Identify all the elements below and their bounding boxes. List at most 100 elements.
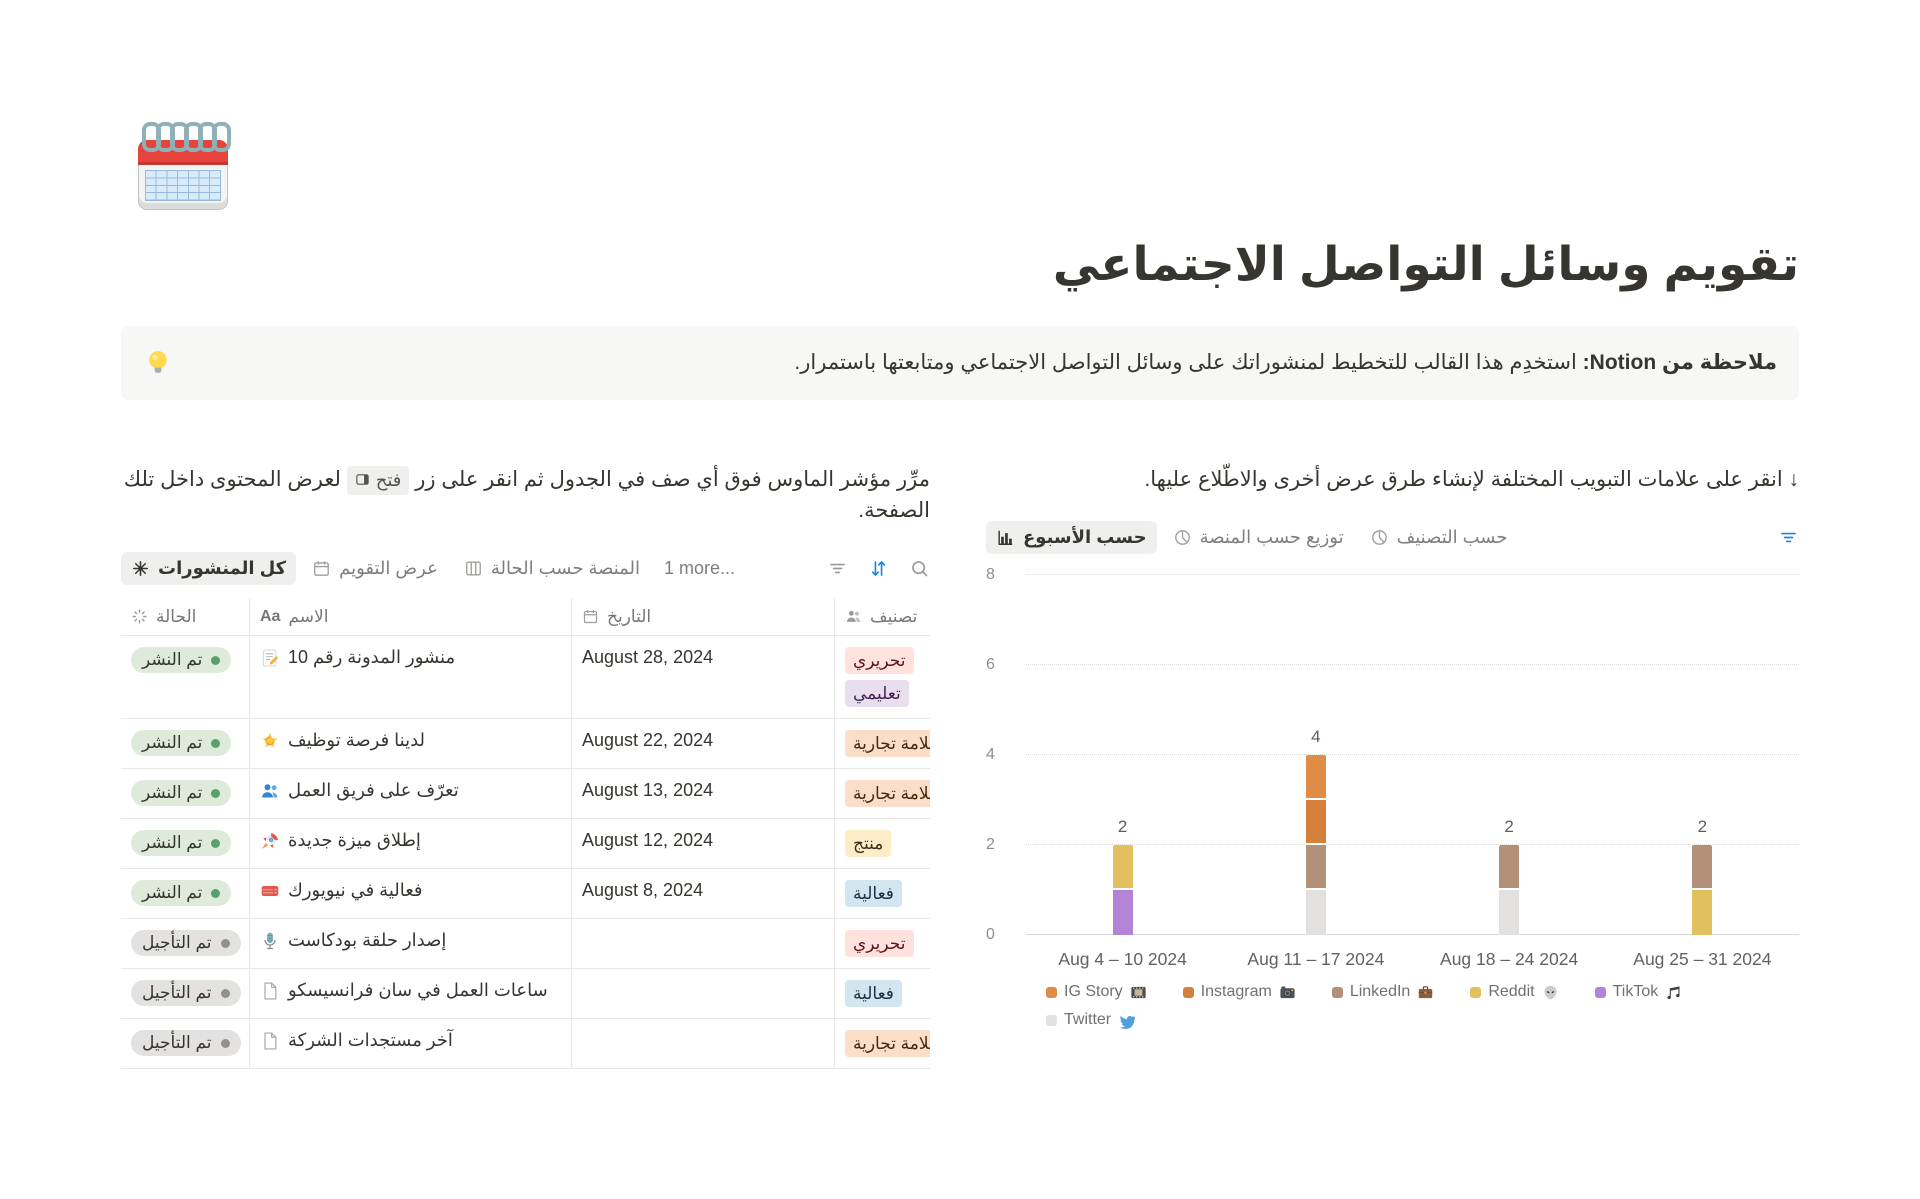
- status-label: تم التأجيل: [142, 933, 212, 953]
- legend-swatch: [1182, 986, 1194, 998]
- legend-label: IG Story: [1064, 983, 1123, 1001]
- page-icon-spiral-calendar[interactable]: [134, 116, 232, 214]
- chart-legend: IG Story Instagram LinkedIn Reddit TikTok Twi…: [1046, 983, 1799, 1029]
- legend-swatch: [1331, 986, 1343, 998]
- camera-icon: [1279, 984, 1296, 1001]
- legend-label: Twitter: [1064, 1011, 1112, 1029]
- bar-column: 4 Aug 11 – 17 2024: [1219, 575, 1412, 969]
- y-axis-tick-label: 6: [986, 656, 995, 674]
- bar-total-label: 4: [1311, 727, 1321, 747]
- legend-label: Instagram: [1200, 983, 1272, 1001]
- search-icon[interactable]: [909, 558, 930, 579]
- spiral-ring: [212, 122, 231, 152]
- tag-pill: علامة تجارية: [845, 780, 930, 808]
- asterisk-icon: [131, 559, 150, 578]
- tab-calendar-view[interactable]: عرض التقويم: [302, 552, 448, 585]
- name-cell: إصدار حلقة بودكاست: [250, 919, 572, 969]
- calendar-icon: [312, 559, 331, 578]
- column-header-date[interactable]: التاريخ: [572, 598, 835, 636]
- status-label: تم النشر: [142, 733, 203, 753]
- column-header-category[interactable]: تصنيف: [835, 598, 930, 635]
- table-row[interactable]: تم النشر تعرّف على فريق العمل August 13, 2…: [121, 769, 930, 820]
- tags-cell: منتج: [835, 819, 930, 868]
- legend-row: Twitter: [1046, 1011, 1799, 1029]
- legend-item-twitter: Twitter: [1046, 1011, 1136, 1029]
- page-title[interactable]: تقويم وسائل التواصل الاجتماعي: [1052, 237, 1799, 290]
- name-cell: تعرّف على فريق العمل: [250, 769, 572, 819]
- filter-icon[interactable]: [827, 558, 848, 579]
- table-toolbar: [827, 558, 930, 579]
- post-title: آخر مستجدات الشركة: [288, 1030, 453, 1051]
- chart-section: ↓ انقر على علامات التبويب المختلفة لإنشا…: [986, 464, 1799, 1069]
- table-row[interactable]: تم النشر فعالية في نيويورك August 8, 2024 ف…: [121, 869, 930, 920]
- notion-callout: ملاحظة من Notion: استخدِم هذا القالب للت…: [121, 326, 1799, 400]
- table-row[interactable]: تم النشر لدينا فرصة توظيف August 22, 2024 ع…: [121, 719, 930, 770]
- tab-platform-by-status[interactable]: المنصة حسب الحالة: [454, 552, 650, 585]
- status-label: تم النشر: [142, 833, 203, 853]
- post-title: إطلاق ميزة جديدة: [288, 830, 421, 851]
- bar-column: 2 Aug 4 – 10 2024: [1026, 575, 1219, 969]
- stacked-bar: [1692, 845, 1713, 936]
- view-tabs-left: كل المنشورات عرض التقويم المنصة حسب الحا…: [121, 548, 930, 588]
- table-row[interactable]: تم النشر منشور المدونة رقم 10 August 28, 2…: [121, 636, 930, 720]
- legend-label: LinkedIn: [1349, 983, 1411, 1001]
- tag-pill: تحريري: [845, 647, 914, 675]
- tab-distribution-by-platform[interactable]: توزيع حسب المنصة: [1163, 521, 1354, 554]
- legend-row: IG Story Instagram LinkedIn Reddit TikTok: [1046, 983, 1799, 1001]
- tab-by-category[interactable]: حسب التصنيف: [1360, 521, 1518, 554]
- post-date: August 28, 2024: [582, 647, 714, 668]
- weekly-bar-chart: 0 2 4 6 8 2 Aug 4 – 10 2024 4 Aug 11 – 17 2024 2 A…: [986, 566, 1799, 1029]
- calendar-grid: [145, 170, 221, 201]
- view-tabs-right: حسب الأسبوع توزيع حسب المنصة حسب التصنيف: [986, 517, 1799, 557]
- bar-segment-twitter: [1499, 890, 1520, 936]
- gridline: [1026, 574, 1799, 576]
- table-row[interactable]: تم التأجيل آخر مستجدات الشركة علامة تجارية: [121, 1019, 930, 1070]
- sort-icon[interactable]: [868, 558, 889, 579]
- table-body: تم النشر منشور المدونة رقم 10 August 28, 2…: [121, 636, 930, 1070]
- tab-all-posts[interactable]: كل المنشورات: [121, 551, 297, 585]
- x-axis-category-label: Aug 4 – 10 2024: [1058, 949, 1187, 970]
- status-dot-icon: [220, 1038, 230, 1048]
- legend-swatch: [1470, 986, 1482, 998]
- tab-by-week[interactable]: حسب الأسبوع: [986, 520, 1157, 554]
- tag-pill: فعالية: [845, 980, 902, 1008]
- status-label: تم النشر: [142, 650, 203, 670]
- date-cell: August 8, 2024: [572, 869, 835, 919]
- status-dot-icon: [211, 655, 221, 665]
- status-dot-icon: [211, 888, 221, 898]
- notion-page: تقويم وسائل التواصل الاجتماعي ملاحظة من …: [121, 0, 1799, 1070]
- page-icon: [260, 980, 280, 1001]
- posts-table: الحالة Aa الاسم التاريخ تصنيف تم النشر منش…: [121, 598, 930, 1070]
- post-title: فعالية في نيويورك: [288, 880, 423, 901]
- tag-pill: منتج: [845, 830, 892, 858]
- name-cell: إطلاق ميزة جديدة: [250, 819, 572, 869]
- table-row[interactable]: تم التأجيل ساعات العمل في سان فرانسيسكو فع…: [121, 969, 930, 1020]
- status-cell: تم النشر: [121, 769, 250, 819]
- bar-total-label: 2: [1117, 817, 1128, 837]
- status-cell: تم النشر: [121, 636, 250, 719]
- table-row[interactable]: تم النشر إطلاق ميزة جديدة August 12, 2024 م…: [121, 819, 930, 870]
- status-dot-icon: [211, 788, 221, 798]
- bar-segment-linkedin: [1499, 845, 1520, 891]
- bird-icon: [1118, 1012, 1136, 1029]
- status-badge: تم النشر: [131, 647, 232, 674]
- status-dot-icon: [211, 838, 221, 848]
- column-header-name[interactable]: Aa الاسم: [250, 598, 572, 636]
- filter-active-icon[interactable]: [1778, 527, 1799, 548]
- briefcase-icon: [1417, 984, 1434, 1001]
- table-hint: مرِّر مؤشر الماوس فوق أي صف في الجدول ثم…: [121, 464, 930, 526]
- name-cell: منشور المدونة رقم 10: [250, 636, 572, 719]
- status-cell: تم النشر: [121, 719, 250, 769]
- bar-column: 2 Aug 18 – 24 2024: [1413, 575, 1606, 969]
- board-icon: [464, 559, 483, 578]
- column-header-status[interactable]: الحالة: [121, 598, 250, 636]
- more-views-button[interactable]: 1 more...: [664, 557, 736, 578]
- tag-pill: تعليمي: [845, 680, 909, 708]
- tags-cell: تحريري: [835, 919, 930, 968]
- post-title: منشور المدونة رقم 10: [288, 647, 456, 668]
- legend-item-linkedin: LinkedIn: [1331, 983, 1435, 1001]
- table-row[interactable]: تم التأجيل إصدار حلقة بودكاست تحريري: [121, 919, 930, 970]
- gridline: [1026, 664, 1799, 666]
- bar-segment-linkedin: [1692, 845, 1713, 891]
- post-date: August 12, 2024: [582, 830, 714, 851]
